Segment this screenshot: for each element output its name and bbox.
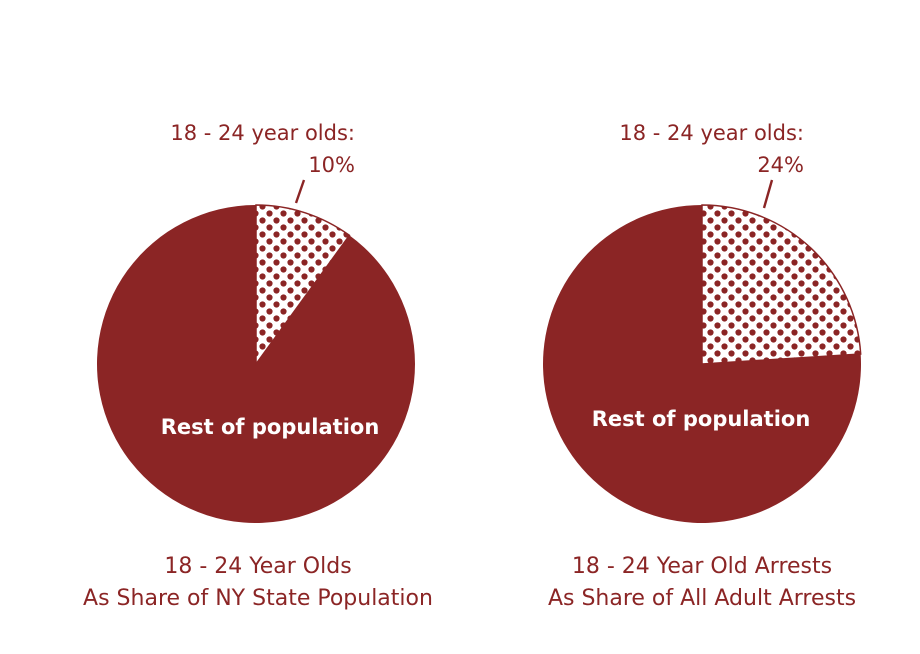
- callout-leader-line: [294, 179, 306, 204]
- chart-caption-line-1: 18 - 24 Year Olds: [164, 554, 351, 579]
- inside-label-rest-of-population: Rest of population: [592, 407, 811, 431]
- callout-title: 18 - 24 year olds:: [170, 121, 355, 145]
- callout-value: 24%: [757, 153, 804, 177]
- inside-label-rest-of-population: Rest of population: [161, 415, 380, 439]
- callout-leader-line: [762, 179, 774, 209]
- chart-caption-line-2: As Share of All Adult Arrests: [548, 586, 856, 611]
- pie-chart-adult-arrests: 18 - 24 year olds: 24% Rest of populatio…: [543, 121, 862, 611]
- pie-slice-18-24-year-olds: [255, 204, 351, 367]
- callout-title: 18 - 24 year olds:: [619, 121, 804, 145]
- chart-caption-line-1: 18 - 24 Year Old Arrests: [572, 554, 832, 579]
- pie-chart-ny-population: 18 - 24 year olds: 10% Rest of populatio…: [83, 121, 433, 611]
- chart-caption-line-2: As Share of NY State Population: [83, 586, 433, 611]
- pie-slice-18-24-year-olds: [701, 204, 862, 365]
- callout-value: 10%: [308, 153, 355, 177]
